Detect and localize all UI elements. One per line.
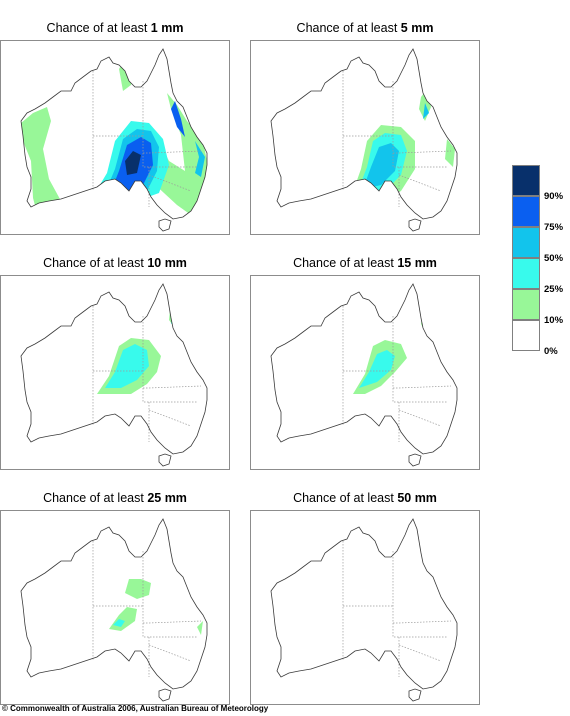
legend-label-75: 75% [544,222,564,233]
panel-title: Chance of at least 50 mm [293,491,437,505]
legend-swatch-90 [512,165,540,196]
panel-title: Chance of at least 25 mm [43,491,187,505]
rainfall-probability-areas [353,312,451,394]
panel-title: Chance of at least 10 mm [43,256,187,270]
legend-label-10: 10% [544,315,564,326]
probability-area [423,103,429,119]
state-border [398,409,442,427]
probability-area [105,344,149,388]
australia-coastline [270,283,458,455]
legend-label-0: 0% [544,346,558,357]
rainfall-probability-areas [351,89,455,203]
probability-area [359,350,395,388]
state-border [148,644,192,662]
probability-area [171,101,185,137]
state-border [142,551,197,638]
map-frame [0,275,230,470]
state-border [148,150,202,154]
australia-coastline [270,518,458,690]
probability-area [445,346,451,366]
probability-area [445,139,455,167]
probability-area [113,619,125,627]
legend-swatch-25 [512,258,540,289]
tasmania-coastline [408,453,422,467]
tasmania-coastline [158,453,172,467]
map-frame [0,510,230,705]
probability-area [109,607,137,631]
probability-area [125,579,151,599]
state-border [398,620,452,624]
probability-area [197,621,203,635]
state-border [148,409,192,427]
legend-swatch-75 [512,196,540,227]
rainfall-probability-areas [109,579,203,635]
tasmania-coastline [408,688,422,702]
state-border [148,174,192,192]
panel-title: Chance of at least 5 mm [296,21,434,35]
state-border [148,385,202,389]
map-frame [250,510,480,705]
australia-coastline [270,48,458,220]
tasmania-coastline [158,218,172,232]
australia-coastline [20,48,208,220]
state-border [392,551,447,638]
state-border [398,150,452,154]
panel-title: Chance of at least 15 mm [293,256,437,270]
state-border [398,644,442,662]
legend-swatch-10 [512,289,540,320]
map-frame [0,40,230,235]
tasmania-coastline [158,688,172,702]
copyright-notice: © Commonwealth of Australia 2006, Austra… [2,704,269,713]
probability-legend: 90% 75% 50% 25% 10% 0% [510,165,570,360]
state-border [398,174,442,192]
tasmania-coastline [408,218,422,232]
rainfall-probability-areas [21,59,207,219]
map-frame [250,275,480,470]
legend-label-25: 25% [544,284,564,295]
panel-title: Chance of at least 1 mm [46,21,184,35]
state-border [398,385,452,389]
probability-area [193,338,201,362]
probability-area [363,143,399,189]
legend-label-90: 90% [544,191,564,202]
probability-area [195,141,205,177]
legend-swatch-0 [512,320,540,351]
australia-coastline [20,518,208,690]
map-frame [250,40,480,235]
legend-label-50: 50% [544,253,564,264]
state-border [148,620,202,624]
legend-swatch-50 [512,227,540,258]
probability-area [125,151,141,175]
australia-coastline [20,283,208,455]
